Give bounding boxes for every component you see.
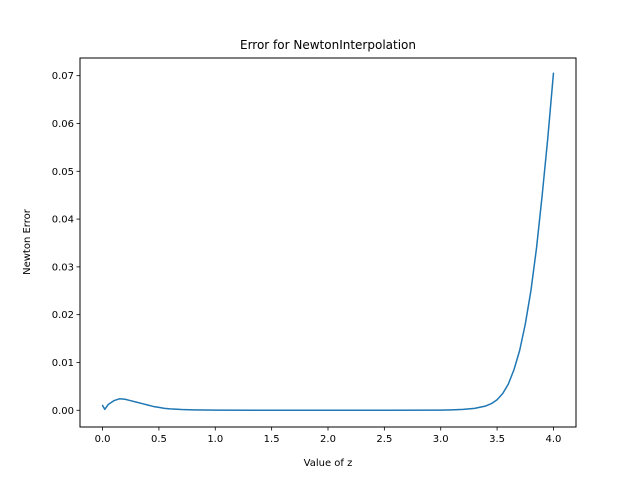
x-axis-label: Value of z bbox=[304, 458, 353, 469]
series-line-0 bbox=[101, 72, 555, 412]
x-axis-ticks: 0.0 0.5 1.0 1.5 2.0 2.5 3.0 3.5 4.0 bbox=[95, 427, 562, 445]
y-axis-label: Newton Error bbox=[22, 208, 33, 275]
y-tick-label: 0.00 bbox=[52, 406, 74, 417]
y-tick-label: 0.03 bbox=[52, 262, 74, 273]
y-tick-label: 0.05 bbox=[52, 167, 74, 178]
axes-frame bbox=[79, 57, 577, 428]
series-layer bbox=[101, 72, 555, 412]
x-tick-label: 1.0 bbox=[207, 434, 223, 445]
y-tick-label: 0.01 bbox=[52, 358, 74, 369]
x-tick-label: 3.0 bbox=[433, 434, 449, 445]
y-tick-label: 0.02 bbox=[52, 310, 74, 321]
x-tick-label: 0.5 bbox=[151, 434, 167, 445]
x-tick-label: 3.5 bbox=[489, 434, 505, 445]
y-tick-label: 0.04 bbox=[52, 215, 74, 226]
x-tick-label: 2.0 bbox=[320, 434, 336, 445]
x-tick-label: 0.0 bbox=[95, 434, 111, 445]
y-axis-ticks: 0.00 0.01 0.02 0.03 0.04 0.05 0.06 0.07 bbox=[52, 71, 80, 417]
y-tick-label: 0.06 bbox=[52, 119, 74, 130]
chart-title: Error for NewtonInterpolation bbox=[240, 38, 416, 52]
x-tick-label: 2.5 bbox=[376, 434, 392, 445]
x-tick-label: 4.0 bbox=[546, 434, 562, 445]
x-tick-label: 1.5 bbox=[264, 434, 280, 445]
y-tick-label: 0.07 bbox=[52, 71, 74, 82]
